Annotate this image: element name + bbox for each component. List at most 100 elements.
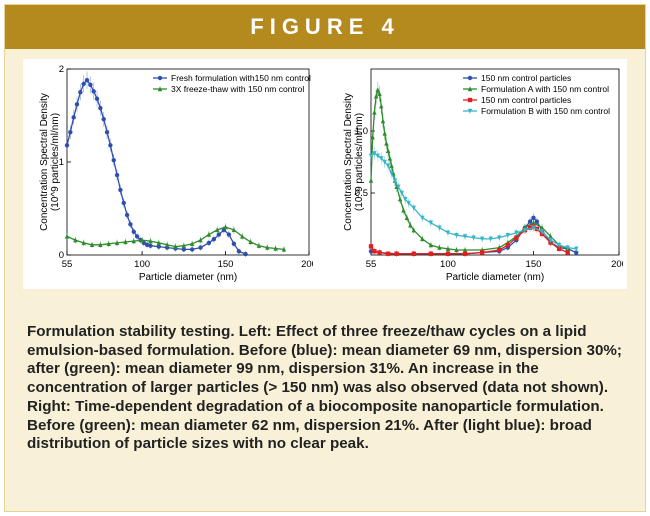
left-series-1-point	[134, 234, 140, 239]
right-legend-label: 150 nm control particles	[481, 73, 571, 83]
right-x-tick-label: 150	[526, 259, 542, 270]
left-x-tick-label: 150	[218, 259, 234, 270]
left-series-1-point	[94, 96, 100, 101]
right-series-3-point	[368, 244, 374, 249]
left-chart: 55 100 150 200 0 1 2 Particle diameter (nm) Conc…	[39, 64, 313, 283]
left-series-1-point	[148, 243, 153, 248]
left-series-2-point	[273, 245, 278, 251]
right-series-4-point	[389, 170, 394, 176]
left-y-axis-label-units: (10^9 particles/ml/nm)	[50, 113, 61, 211]
right-series-1-point	[531, 215, 536, 220]
left-series-2-point	[131, 238, 136, 244]
right-series-2-point	[389, 163, 394, 168]
right-series-3-point	[462, 251, 468, 256]
left-series-2-point	[265, 244, 270, 250]
left-series-1-point	[198, 245, 203, 250]
left-series-1-point	[104, 130, 110, 135]
left-x-tick-label: 100	[134, 259, 150, 270]
right-series-4-point	[556, 242, 562, 248]
left-series-1-point	[128, 222, 133, 227]
right-series-4-point	[479, 236, 485, 242]
right-series-4-point	[392, 178, 398, 184]
left-series-2-point	[106, 241, 111, 247]
right-series-2-point	[437, 244, 442, 250]
left-series-1-point	[81, 81, 86, 87]
right-series-4-point	[372, 151, 377, 157]
right-series-4-point	[531, 225, 536, 231]
right-plot-area	[370, 68, 620, 256]
right-series-2-point	[382, 130, 387, 136]
left-series-1-point	[78, 90, 83, 95]
left-series-2-point	[215, 227, 220, 233]
left-series-2-point	[206, 231, 212, 237]
left-series-1-point	[206, 240, 212, 246]
right-series-3-point	[556, 246, 562, 251]
left-series-1-line	[66, 79, 246, 255]
right-series-3-point	[377, 250, 382, 255]
charts-panel: 55 100 150 200 0 1 2 Particle diameter (nm) Conc…	[23, 59, 627, 289]
right-series-1-point	[534, 219, 540, 224]
left-series-2-point	[281, 246, 287, 252]
left-series-2-point	[89, 242, 95, 247]
left-series-1-point	[71, 115, 76, 120]
figure-label: FIGURE 4	[250, 14, 400, 39]
left-y-tick-label: 1	[59, 157, 64, 168]
right-series-2-point	[375, 87, 381, 93]
left-series-2-point	[189, 241, 195, 247]
right-legend-label: 150 nm control particles	[481, 95, 571, 105]
left-x-tick-label: 200	[301, 259, 313, 270]
right-series-3-point	[514, 235, 519, 240]
right-series-4-point	[488, 236, 493, 242]
right-series-3-point	[428, 251, 434, 256]
left-series-2-point	[156, 240, 161, 246]
right-series-2-point	[377, 91, 382, 96]
left-series-1-point	[111, 157, 116, 163]
right-series-4-point	[403, 197, 408, 202]
right-series-4-point	[411, 205, 416, 211]
right-series-4-point	[379, 156, 384, 161]
right-y-tick-label: 0.5	[355, 188, 368, 199]
right-series-4-point	[522, 228, 528, 233]
left-series-2-point	[123, 239, 128, 245]
right-series-4-point	[375, 153, 381, 159]
figure-caption: Formulation stability testing. Left: Eff…	[27, 323, 622, 453]
left-series-1-point	[88, 82, 93, 88]
right-series-2-point	[385, 148, 391, 154]
left-series-2-point	[64, 233, 70, 239]
right-series-2-point	[531, 220, 536, 225]
right-legend-marker	[467, 75, 473, 81]
left-series-1-point	[211, 236, 217, 242]
right-legend-label: Formulation A with 150 nm control	[481, 84, 609, 94]
right-series-1-point	[527, 219, 533, 224]
right-series-2-point	[428, 242, 434, 248]
right-series-1-point	[368, 249, 374, 254]
right-series-2-point	[548, 233, 553, 239]
left-legend-marker	[157, 75, 163, 81]
right-series-2-point	[380, 118, 386, 124]
left-y-axis-label: Concentration Spectral Density	[39, 93, 50, 231]
right-series-2-point	[408, 222, 413, 228]
left-series-2-point	[81, 240, 86, 246]
right-x-tick-label: 55	[366, 259, 377, 270]
right-series-3-point	[445, 251, 451, 256]
left-series-1-point	[236, 249, 242, 254]
right-series-4-point	[368, 153, 374, 159]
figure-frame: FIGURE 4 55 100 150 200 0 1 2 Particle diameter…	[4, 4, 646, 512]
left-series-1-point	[64, 143, 70, 148]
right-y-axis-label: Concentration Spectral Density	[343, 93, 354, 231]
left-series-1-point	[216, 232, 222, 237]
left-series-2-point	[98, 242, 103, 247]
left-series-1-point	[74, 102, 80, 107]
right-series-2-point	[368, 177, 374, 183]
right-series-3-point	[394, 251, 399, 256]
left-series-2-point	[223, 224, 228, 230]
right-series-3-point	[372, 249, 377, 254]
left-series-2-point	[240, 233, 245, 239]
left-series-2-point	[73, 237, 78, 243]
left-series-2-point	[114, 240, 120, 246]
right-series-3-point	[497, 247, 502, 253]
right-series-2-point	[411, 227, 416, 233]
right-series-2-point	[539, 225, 545, 230]
left-series-2-point	[139, 237, 145, 243]
right-x-tick-label: 200	[611, 259, 623, 270]
